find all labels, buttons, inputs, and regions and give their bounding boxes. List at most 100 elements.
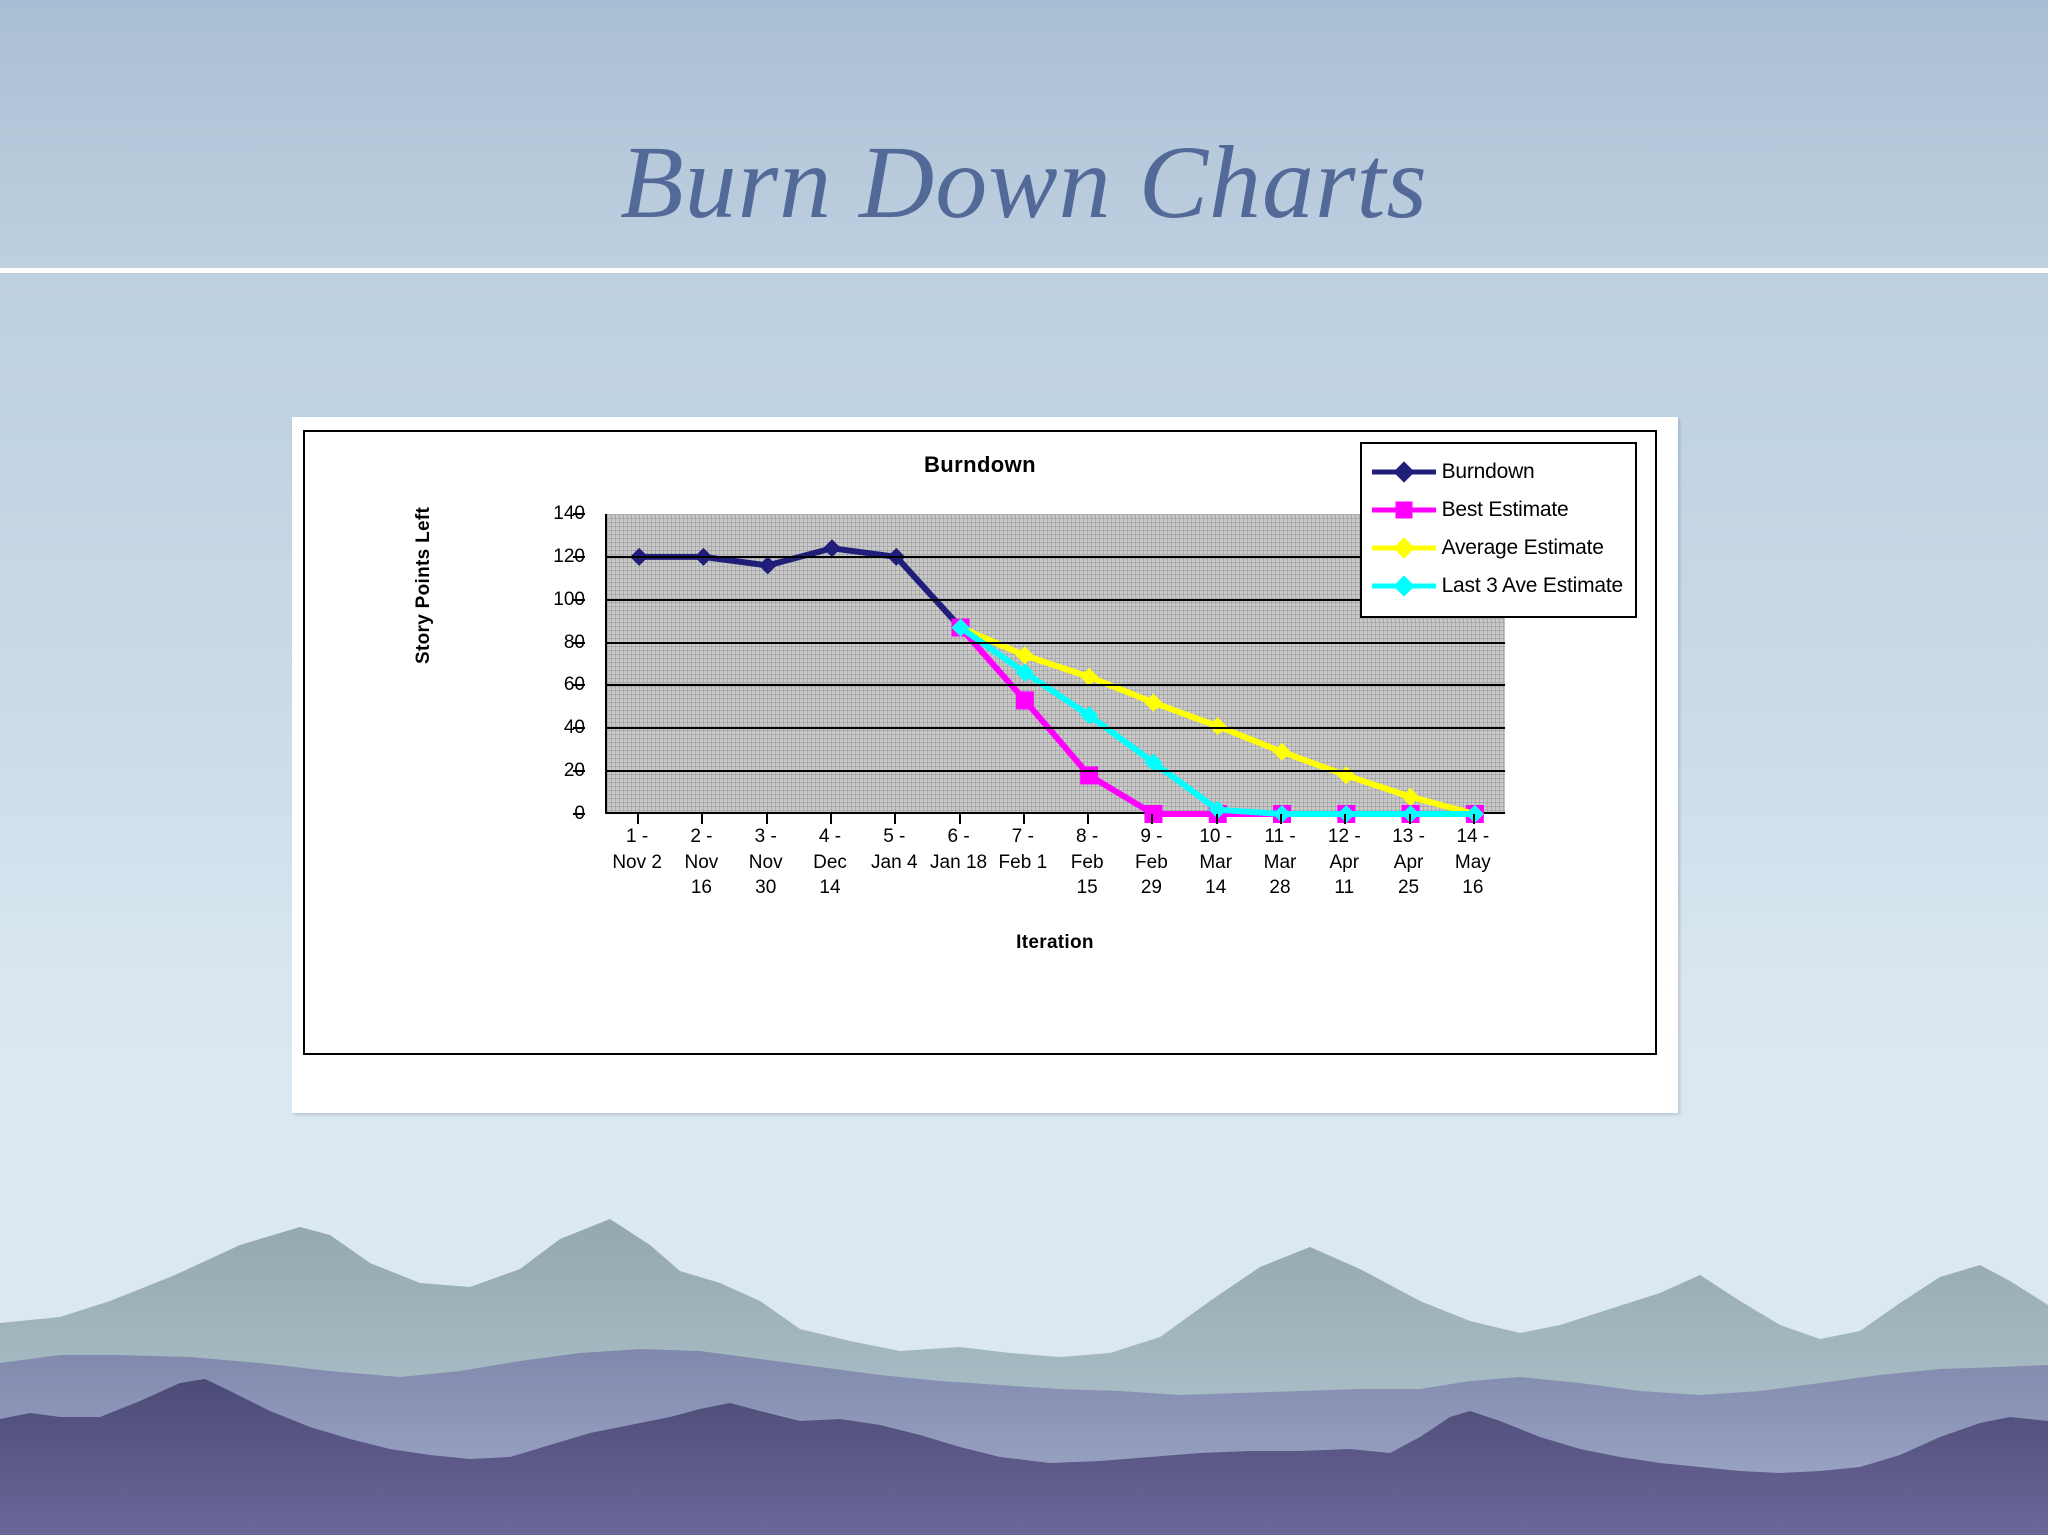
x-tick-label-line: 16 <box>1462 877 1484 899</box>
legend-swatch <box>1371 537 1436 559</box>
x-tick-label-line: 12 - <box>1327 826 1361 847</box>
x-tick-label-line: 14 - <box>1456 826 1490 847</box>
y-tick-mark <box>573 513 585 515</box>
data-point-marker <box>1080 766 1099 785</box>
data-point-marker <box>1015 646 1034 665</box>
x-tick-label-line: Dec <box>813 851 847 873</box>
x-tick-label-line: 13 - <box>1392 826 1425 847</box>
y-tick-label: 140 <box>553 503 585 524</box>
data-point-marker <box>1015 691 1034 710</box>
x-tick-label: 4 - Dec 14 <box>790 824 870 901</box>
y-tick-label: 120 <box>553 545 585 567</box>
data-point-marker <box>1208 800 1227 819</box>
x-tick-label: 6 - Jan 18 <box>919 824 999 901</box>
gridline <box>607 555 1505 558</box>
y-tick-mark <box>573 598 585 601</box>
legend-item[interactable]: Best Estimate <box>1371 491 1623 529</box>
gridline <box>607 641 1505 644</box>
x-tick-label-line: Feb 1 <box>998 851 1048 873</box>
x-axis-tick-labels: 1 - Nov 2 2 - Nov 16 3 - Nov 30 4 - Dec 14 5 - Jan … <box>605 824 1505 934</box>
chart-legend: Burndown Best Estimate Average Estimate Las… <box>1359 442 1637 618</box>
x-tick-label-line: Nov 2 <box>612 851 662 873</box>
x-tick-label: 9 - Feb 29 <box>1111 824 1191 901</box>
header-divider-rule <box>0 268 2048 273</box>
legend-label: Average Estimate <box>1441 536 1604 559</box>
gridline <box>607 684 1505 687</box>
slide-header-band <box>0 0 2048 271</box>
x-tick-label-line: 16 <box>690 877 712 899</box>
x-tick-mark <box>894 814 897 824</box>
legend-item[interactable]: Last 3 Ave Estimate <box>1371 567 1624 605</box>
x-tick-label-line: 9 - <box>1140 826 1163 847</box>
x-tick-label-line: 4 - <box>818 826 842 847</box>
x-axis-title: Iteration <box>1016 932 1094 953</box>
x-tick-label: 3 - Nov 30 <box>726 824 806 901</box>
chart-frame: Burndown Story Points Left 0204060801001… <box>303 430 1657 1055</box>
legend-label: Burndown <box>1441 460 1535 483</box>
x-tick-mark <box>765 814 768 824</box>
x-tick-label-line: Jan 4 <box>871 851 918 873</box>
data-point-marker <box>1465 805 1484 823</box>
x-tick-mark <box>1022 814 1025 824</box>
data-point-marker <box>951 618 970 637</box>
data-point-marker <box>1080 706 1099 725</box>
x-tick-label-line: 10 - <box>1199 826 1233 847</box>
x-tick-label: 1 - Nov 2 <box>597 824 677 901</box>
x-tick-label-line: 2 - <box>690 826 713 847</box>
data-point-marker <box>1144 693 1163 712</box>
data-point-marker <box>1337 805 1356 823</box>
x-tick-label-line: 29 <box>1140 877 1162 899</box>
y-axis-tick-labels: 020406080100120140 <box>495 503 599 824</box>
legend-label: Last 3 Ave Estimate <box>1441 574 1624 597</box>
y-tick-mark <box>573 813 585 815</box>
x-tick-label: 13 - Apr 25 <box>1369 824 1449 901</box>
x-tick-label-line: 25 <box>1397 877 1420 899</box>
x-tick-label-line: Apr <box>1393 851 1424 873</box>
data-point-marker <box>1401 787 1420 806</box>
legend-swatch <box>1371 500 1436 520</box>
x-tick-mark <box>1151 814 1154 824</box>
x-tick-label-line: Feb <box>1070 851 1104 873</box>
legend-label: Best Estimate <box>1441 498 1569 521</box>
x-tick-label: 11 - Mar 28 <box>1240 824 1320 901</box>
data-point-marker <box>1080 667 1099 686</box>
gridline <box>607 770 1505 773</box>
y-tick-mark <box>573 770 585 773</box>
series-line <box>639 545 963 630</box>
x-tick-mark <box>1408 814 1411 824</box>
x-tick-label-line: 11 - <box>1264 826 1296 847</box>
x-tick-label-line: 14 <box>819 877 841 899</box>
data-point-marker <box>758 556 777 575</box>
x-tick-label: 10 - Mar 14 <box>1176 824 1256 901</box>
data-point-marker <box>823 539 841 558</box>
data-point-marker <box>1208 717 1227 736</box>
x-tick-label-line: 6 - <box>947 826 970 847</box>
x-tick-mark <box>1215 814 1218 824</box>
gridline <box>607 727 1505 730</box>
x-tick-label-line: 8 - <box>1076 826 1099 847</box>
x-tick-label: 5 - Jan 4 <box>854 824 934 901</box>
legend-item[interactable]: Average Estimate <box>1371 529 1623 567</box>
y-tick-mark <box>573 641 585 644</box>
x-tick-label-line: 7 - <box>1011 826 1034 847</box>
legend-item[interactable]: Burndown <box>1371 453 1623 491</box>
legend-swatch <box>1371 461 1436 483</box>
y-tick-mark <box>573 727 585 730</box>
plot-area <box>605 514 1505 823</box>
x-tick-label-line: 1 - <box>626 826 649 847</box>
x-tick-label-line: Nov <box>748 851 783 873</box>
legend-marker <box>1392 537 1415 559</box>
x-tick-label-line: May <box>1454 851 1491 873</box>
x-tick-label: 14 - May 16 <box>1433 824 1513 901</box>
chart-title: Burndown <box>924 452 1036 477</box>
x-tick-label-line: 5 - <box>883 826 906 847</box>
chart-card: Burndown Story Points Left 0204060801001… <box>292 417 1678 1113</box>
data-point-marker <box>1144 753 1163 772</box>
data-point-marker <box>1401 805 1420 823</box>
x-tick-mark <box>1280 814 1282 824</box>
x-tick-label-line: 15 <box>1076 877 1098 899</box>
x-tick-label-line: 28 <box>1269 877 1291 899</box>
x-tick-label-line: Mar <box>1199 851 1233 873</box>
x-tick-label: 8 - Feb 15 <box>1047 824 1127 901</box>
